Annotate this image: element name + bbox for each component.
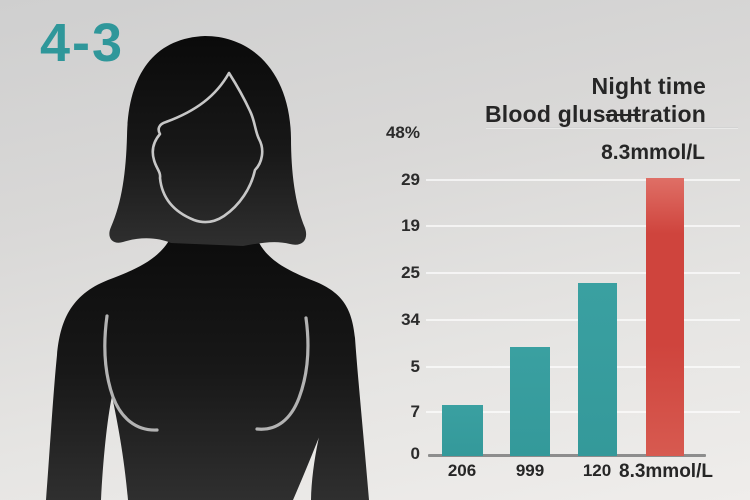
y-tick-label: 5 [410,357,420,376]
x-axis-label: 999 [515,461,545,480]
highlight-value-label: 8.3mmol/L [601,141,705,164]
chart-title-line1: Night time [591,73,706,99]
gridline [426,225,740,227]
x-axis-label: 120 [582,461,612,480]
y-tick-label: 34 [401,310,420,329]
left-breast-curve [103,314,159,432]
gridline [426,272,740,274]
bar-206 [442,405,483,456]
y-tick-label: 25 [401,263,420,282]
bar-120 [578,283,617,456]
hair-shape [109,36,307,246]
y-tick-label: 48% [385,123,420,142]
face-outline [151,71,264,224]
x-axis-line [428,454,706,457]
y-tick-label: 29 [401,170,420,189]
title-divider [486,127,738,129]
chart-title: Night time Blood glusautration [485,72,706,128]
body-shape [46,215,369,500]
x-axis-label: 206 [447,461,477,480]
x-axis-label: 8.3mmol/L [619,461,713,482]
gridline [426,179,740,181]
figure-number: 4-3 [40,13,125,73]
right-breast-curve [255,316,310,431]
y-tick-label: 0 [410,444,420,463]
bar-8.3mmol/L [646,178,684,456]
woman-silhouette [46,36,369,500]
y-tick-label: 19 [401,216,420,235]
chart-title-line2: Blood glusautration [484,101,706,127]
bar-999 [510,347,550,456]
garbled-struck-text: aut [605,101,641,127]
y-tick-label: 7 [410,402,420,421]
